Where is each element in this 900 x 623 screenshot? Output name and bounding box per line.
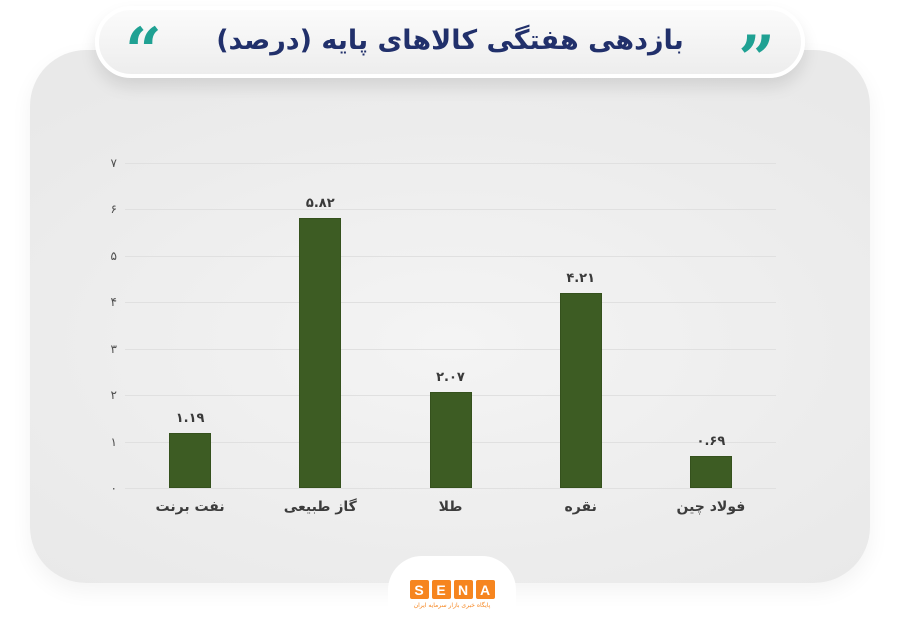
chart-card: ۰ ۱ ۲ ۳ ۴ ۵ ۶ ۷ ۱.۱۹ نفت برنت ۵.۸۲ گاز طبیعی ۲.۰۷ طلا… [30,50,870,583]
page-title: بازدهی هفتگی کالاهای پایه (درصد) [216,24,684,56]
y-axis-tick-label: ۱ [110,434,117,449]
gridline [125,488,776,489]
gridline [125,209,776,211]
sena-logo-letter: E [431,580,451,599]
bar-4 [559,292,602,488]
sena-logo-letter: A [475,580,495,599]
bar-value-label: ۲.۰۷ [436,369,465,385]
bar-value-label: ۰.۶۹ [696,433,726,449]
gridline [125,348,776,350]
x-axis-category-label: طلا [438,499,463,515]
y-axis-tick-label: ۳ [110,341,117,356]
y-axis-tick-label: ۶ [110,202,117,217]
bar-1 [169,432,212,488]
bar-value-label: ۱.۱۹ [175,410,205,426]
bar-3 [429,391,472,488]
x-axis-category-label: نفت برنت [155,499,225,515]
sena-logo-letter: S [409,580,429,599]
y-axis-tick-label: ۷ [110,156,117,170]
quote-close-icon: ” [738,22,775,97]
gridline [125,302,776,304]
y-axis-tick-label: ۲ [110,388,117,403]
y-axis-tick-label: ۴ [110,295,117,310]
sena-logo-letter: N [453,580,473,599]
sena-tagline: پایگاه خبری بازار سرمایه ایران [413,602,491,609]
y-axis-tick-label: ۵ [110,248,117,263]
bar-2 [299,217,342,488]
bar-value-label: ۴.۲۱ [566,270,596,286]
x-axis-category-label: فولاد چین [676,499,746,515]
gridline [125,255,776,257]
header-pill: “ بازدهی هفتگی کالاهای پایه (درصد) ” [95,6,805,97]
y-axis-tick-label: ۰ [110,481,117,495]
bar-chart: ۰ ۱ ۲ ۳ ۴ ۵ ۶ ۷ ۱.۱۹ نفت برنت ۵.۸۲ گاز طبیعی ۲.۰۷ طلا… [30,50,870,583]
quote-open-icon: “ [125,14,162,89]
bar-value-label: ۵.۸۲ [305,195,335,211]
x-axis-category-label: گاز طبیعی [283,499,357,515]
bar-5 [689,455,732,488]
gridline [125,163,776,164]
x-axis-category-label: نقره [564,499,597,515]
